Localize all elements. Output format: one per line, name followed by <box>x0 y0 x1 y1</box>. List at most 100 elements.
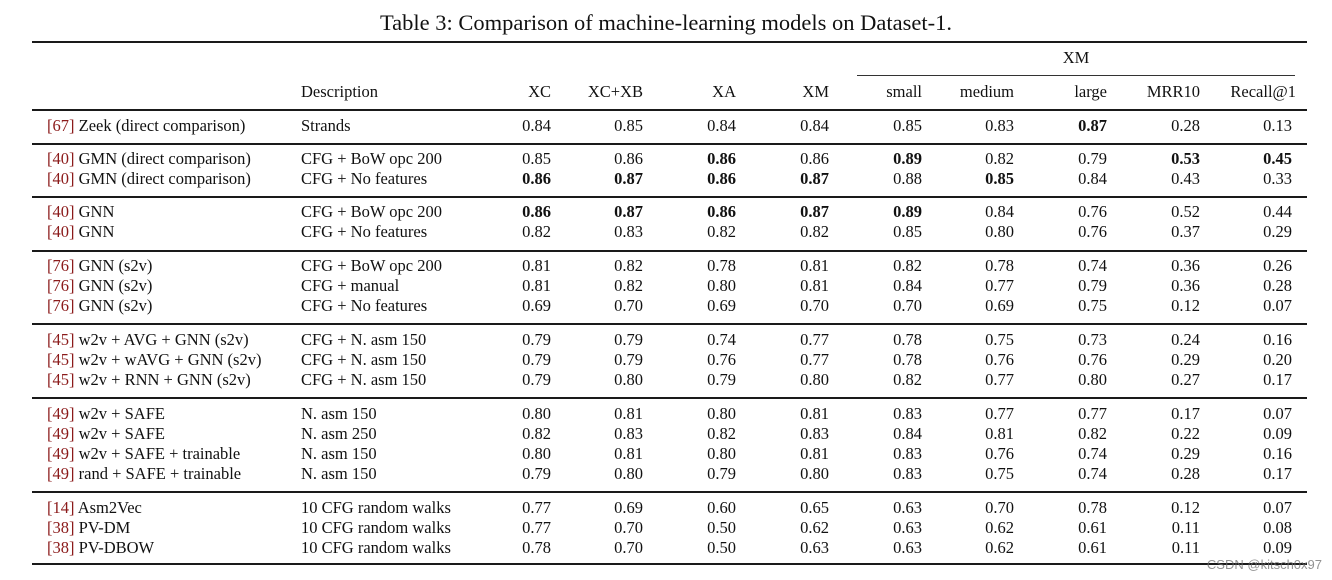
citation-link[interactable]: [67] <box>47 116 75 135</box>
value-small: 0.83 <box>893 444 922 463</box>
value-mrr10: 0.36 <box>1171 276 1200 295</box>
model-name: rand + SAFE + trainable <box>74 464 242 483</box>
value-xm: 0.62 <box>800 518 829 537</box>
col-header-xc-xb: XC+XB <box>587 82 643 101</box>
table-row: [38] PV-DBOW 10 CFG random walks 0.78 0.70 0… <box>0 538 1332 558</box>
value-small: 0.63 <box>893 538 922 557</box>
value-large: 0.61 <box>1078 538 1107 557</box>
value-large: 0.76 <box>1078 222 1107 241</box>
value-xm: 0.86 <box>800 149 829 168</box>
value-small: 0.63 <box>893 518 922 537</box>
value-xc: 0.80 <box>522 444 551 463</box>
value-xm: 0.81 <box>800 404 829 423</box>
value-recall1: 0.09 <box>1263 424 1292 443</box>
value-large: 0.87 <box>1078 116 1107 135</box>
value-small: 0.70 <box>893 296 922 315</box>
watermark: CSDN @kitsch0x97 <box>1206 557 1322 572</box>
citation-link[interactable]: [76] <box>47 276 75 295</box>
value-xa: 0.76 <box>707 350 736 369</box>
value-mrr10: 0.27 <box>1171 370 1200 389</box>
value-xc-xb: 0.70 <box>614 296 643 315</box>
value-large: 0.80 <box>1078 370 1107 389</box>
value-small: 0.83 <box>893 404 922 423</box>
value-recall1: 0.17 <box>1263 464 1292 483</box>
model-cell: [40] GNN <box>47 222 114 242</box>
value-large: 0.75 <box>1078 296 1107 315</box>
value-xc: 0.77 <box>522 518 551 537</box>
value-xc-xb: 0.82 <box>614 276 643 295</box>
model-name: w2v + SAFE + trainable <box>74 444 241 463</box>
value-recall1: 0.44 <box>1263 202 1292 221</box>
model-name: GNN (s2v) <box>74 276 153 295</box>
value-xc: 0.86 <box>522 169 551 188</box>
value-recall1: 0.28 <box>1263 276 1292 295</box>
model-name: PV-DM <box>74 518 131 537</box>
value-xm: 0.80 <box>800 370 829 389</box>
value-large: 0.84 <box>1078 169 1107 188</box>
value-large: 0.74 <box>1078 444 1107 463</box>
value-xm: 0.77 <box>800 350 829 369</box>
value-xc-xb: 0.79 <box>614 330 643 349</box>
value-large: 0.78 <box>1078 498 1107 517</box>
value-xc-xb: 0.85 <box>614 116 643 135</box>
value-xm: 0.81 <box>800 276 829 295</box>
value-xc: 0.69 <box>522 296 551 315</box>
value-xa: 0.78 <box>707 256 736 275</box>
value-xa: 0.84 <box>707 116 736 135</box>
citation-link[interactable]: [45] <box>47 370 75 389</box>
value-xa: 0.80 <box>707 404 736 423</box>
citation-link[interactable]: [38] <box>47 518 75 537</box>
value-small: 0.84 <box>893 276 922 295</box>
citation-link[interactable]: [76] <box>47 296 75 315</box>
value-small: 0.89 <box>893 149 922 168</box>
value-medium: 0.77 <box>985 404 1014 423</box>
table-row: [49] w2v + SAFE + trainable N. asm 150 0.8… <box>0 444 1332 464</box>
model-name: GNN <box>74 222 115 241</box>
value-xc-xb: 0.82 <box>614 256 643 275</box>
citation-link[interactable]: [49] <box>47 404 75 423</box>
value-xm: 0.70 <box>800 296 829 315</box>
value-small: 0.85 <box>893 116 922 135</box>
citation-link[interactable]: [40] <box>47 222 75 241</box>
value-medium: 0.75 <box>985 330 1014 349</box>
citation-link[interactable]: [49] <box>47 444 75 463</box>
value-large: 0.74 <box>1078 256 1107 275</box>
value-mrr10: 0.52 <box>1171 202 1200 221</box>
citation-link[interactable]: [38] <box>47 538 75 557</box>
value-medium: 0.84 <box>985 202 1014 221</box>
table-row: [67] Zeek (direct comparison) Strands 0.84… <box>0 116 1332 136</box>
citation-link[interactable]: [45] <box>47 350 75 369</box>
model-name: PV-DBOW <box>74 538 155 557</box>
value-xa: 0.86 <box>707 149 736 168</box>
table-row: [45] w2v + wAVG + GNN (s2v) CFG + N. asm … <box>0 350 1332 370</box>
table-caption: Table 3: Comparison of machine-learning … <box>379 10 952 35</box>
value-recall1: 0.20 <box>1263 350 1292 369</box>
value-xc-xb: 0.70 <box>614 518 643 537</box>
citation-link[interactable]: [40] <box>47 202 75 221</box>
table-row: [76] GNN (s2v) CFG + BoW opc 200 0.81 0.82 0… <box>0 256 1332 276</box>
citation-link[interactable]: [49] <box>47 424 75 443</box>
value-xc-xb: 0.81 <box>614 444 643 463</box>
value-xc-xb: 0.69 <box>614 498 643 517</box>
value-medium: 0.78 <box>985 256 1014 275</box>
value-medium: 0.83 <box>985 116 1014 135</box>
citation-link[interactable]: [76] <box>47 256 75 275</box>
value-mrr10: 0.22 <box>1171 424 1200 443</box>
citation-link[interactable]: [49] <box>47 464 75 483</box>
citation-link[interactable]: [40] <box>47 149 75 168</box>
value-small: 0.83 <box>893 464 922 483</box>
value-mrr10: 0.24 <box>1171 330 1200 349</box>
citation-link[interactable]: [40] <box>47 169 75 188</box>
table-row: [40] GNN CFG + No features 0.82 0.83 0.82 0.8… <box>0 222 1332 242</box>
citation-link[interactable]: [14] <box>47 498 75 517</box>
description-cell: CFG + BoW opc 200 <box>301 256 443 275</box>
value-xc-xb: 0.86 <box>614 149 643 168</box>
value-xc: 0.82 <box>522 424 551 443</box>
value-xc: 0.79 <box>522 464 551 483</box>
model-name: GNN <box>74 202 115 221</box>
description-cell: 10 CFG random walks <box>301 538 451 557</box>
citation-link[interactable]: [45] <box>47 330 75 349</box>
value-xm: 0.84 <box>800 116 829 135</box>
description-cell: CFG + No features <box>301 296 428 315</box>
table-row: [49] rand + SAFE + trainable N. asm 150 0.… <box>0 464 1332 484</box>
